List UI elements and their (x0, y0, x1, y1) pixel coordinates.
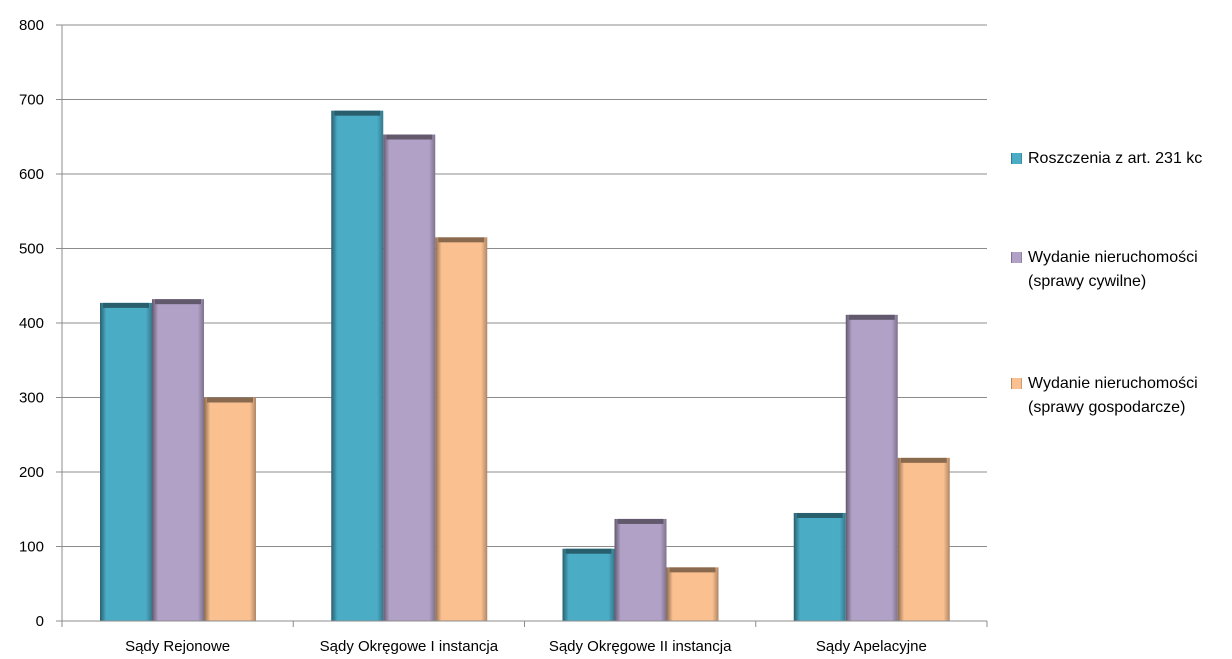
x-tick-label: Sądy Apelacyjne (816, 638, 927, 655)
bar (897, 457, 950, 621)
bar (793, 512, 846, 621)
x-tick-label: Sądy Okręgowe I instancja (320, 638, 499, 655)
y-axis-tick-labels: 0 100 200 300 400 500 600 700 800 (19, 17, 44, 630)
legend-swatch (1011, 252, 1022, 263)
bar (331, 110, 384, 622)
y-tick-label: 500 (19, 241, 44, 258)
x-tick-label: Sądy Okręgowe II instancja (549, 638, 732, 655)
bar (100, 302, 152, 621)
bar (435, 237, 488, 621)
bars (100, 110, 950, 622)
bar (666, 567, 719, 621)
legend-label: Wydanie nieruchomości (sprawy cywilne) (1028, 249, 1198, 290)
legend-label: Roszczenia z art. 231 kc (1028, 150, 1202, 167)
y-tick-label: 700 (19, 92, 44, 109)
legend: Roszczenia z art. 231 kc Wydanie nierucho… (1011, 150, 1202, 416)
legend-swatch (1011, 378, 1022, 389)
bar (204, 397, 256, 621)
bar (562, 548, 615, 621)
y-tick-label: 200 (19, 464, 44, 481)
y-tick-label: 600 (19, 166, 44, 183)
legend-item: Wydanie nieruchomości (sprawy cywilne) (1011, 249, 1198, 290)
legend-label: Wydanie nieruchomości (sprawy gospodarcze… (1028, 375, 1198, 416)
bar (383, 134, 436, 621)
y-tick-label: 100 (19, 539, 44, 556)
y-tick-label: 400 (19, 315, 44, 332)
legend-item: Roszczenia z art. 231 kc (1011, 150, 1202, 167)
y-tick-label: 800 (19, 17, 44, 34)
axes (61, 25, 988, 627)
x-tick-label: Sądy Rejonowe (125, 638, 230, 655)
bar (845, 314, 898, 621)
y-tick-label: 300 (19, 390, 44, 407)
x-axis-tick-labels: Sądy Rejonowe Sądy Okręgowe I instancja Są… (125, 638, 927, 655)
legend-item: Wydanie nieruchomości (sprawy gospodarcze… (1011, 375, 1198, 416)
bar (152, 299, 204, 621)
bar (614, 518, 667, 621)
y-tick-label: 0 (36, 613, 44, 630)
legend-swatch (1011, 153, 1022, 164)
